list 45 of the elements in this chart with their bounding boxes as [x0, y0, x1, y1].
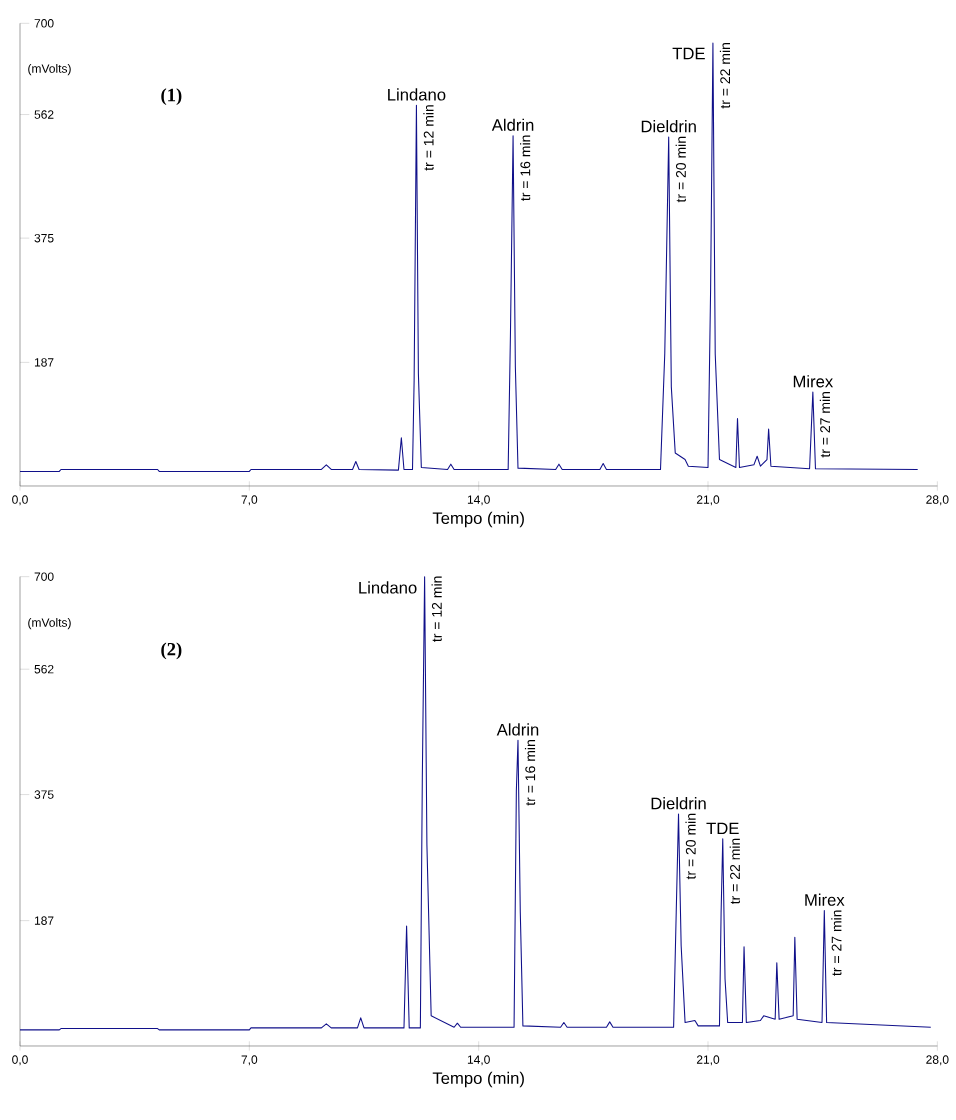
- line-series: [19, 42, 919, 472]
- x-axis-title: Tempo (min): [432, 511, 524, 528]
- y-tick-label: 562: [34, 110, 54, 119]
- annotation: (1): [161, 88, 182, 106]
- annotation: tr = 20 min: [675, 136, 686, 203]
- annotation: Lindano: [359, 581, 417, 594]
- annotation: tr = 22 min: [729, 838, 740, 905]
- annotation: tr = 12 min: [431, 576, 442, 642]
- annotation: tr = 27 min: [819, 391, 831, 458]
- annotation: tr = 16 min: [524, 740, 536, 806]
- x-axis-title: Tempo (min): [432, 1071, 524, 1088]
- x-tick-label: 28,0: [926, 1055, 949, 1066]
- annotation: Dieldrin: [651, 797, 706, 810]
- annotation: tr = 22 min: [719, 43, 731, 109]
- y-tick-label: 700: [34, 19, 54, 28]
- annotation: (2): [161, 642, 182, 660]
- y-tick-label: 375: [34, 233, 54, 243]
- x-tick-label: 0,0: [12, 495, 28, 506]
- x-tick-label: 7,0: [241, 1055, 258, 1066]
- x-tick-label: 14,0: [467, 495, 490, 506]
- annotation: TDE: [706, 822, 739, 835]
- annotation: Mirex: [793, 375, 834, 388]
- x-tick-label: 21,0: [696, 495, 720, 506]
- x-tick-label: 28,0: [926, 495, 949, 506]
- annotation: tr = 20 min: [685, 813, 696, 880]
- y-tick-label: 375: [34, 790, 54, 799]
- annotation: tr = 12 min: [423, 105, 434, 171]
- annotation: Aldrin: [491, 118, 534, 131]
- annotation: Dieldrin: [641, 120, 696, 133]
- x-tick-label: 0,0: [12, 1055, 28, 1066]
- x-tick-label: 21,0: [696, 1055, 720, 1066]
- y-axis-title: (mVolts): [28, 64, 71, 76]
- annotation: tr = 16 min: [520, 135, 531, 201]
- annotation: Mirex: [805, 893, 845, 906]
- y-tick-label: 700: [34, 572, 54, 581]
- annotation: TDE: [672, 47, 705, 60]
- y-tick-label: 562: [34, 664, 54, 674]
- y-axis-title: (mVolts): [28, 618, 71, 630]
- annotation: Lindano: [388, 88, 446, 101]
- y-tick-label: 187: [34, 358, 54, 367]
- annotation: tr = 27 min: [831, 910, 842, 976]
- annotation: Aldrin: [496, 723, 539, 736]
- y-tick-label: 187: [34, 916, 54, 925]
- x-tick-label: 7,0: [241, 495, 258, 506]
- x-tick-label: 14,0: [467, 1055, 490, 1066]
